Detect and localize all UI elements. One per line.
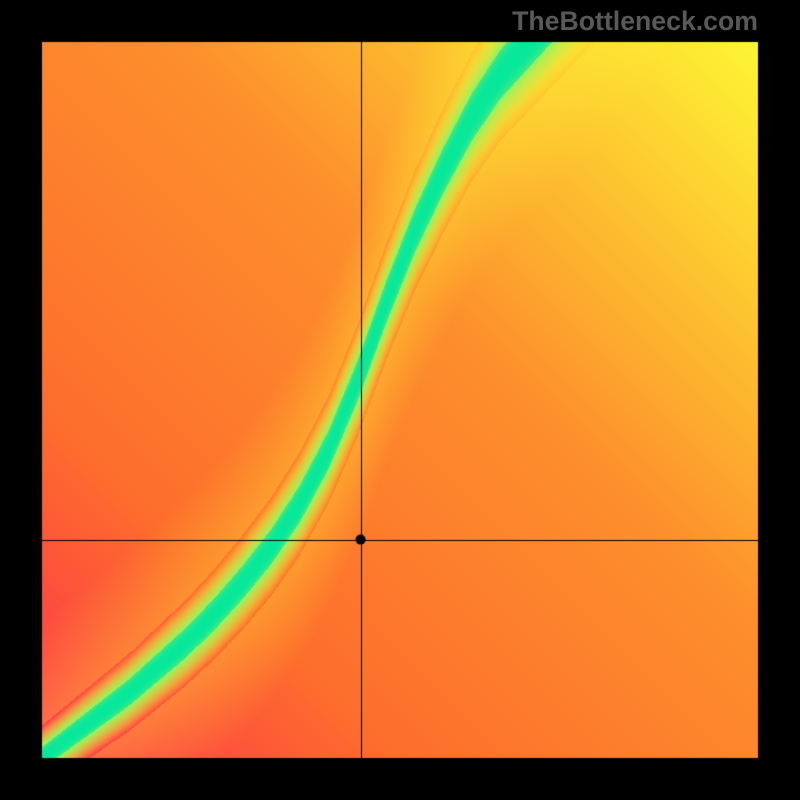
watermark-text: TheBottleneck.com: [512, 6, 758, 37]
chart-container: TheBottleneck.com: [0, 0, 800, 800]
bottleneck-heatmap: [0, 0, 800, 800]
